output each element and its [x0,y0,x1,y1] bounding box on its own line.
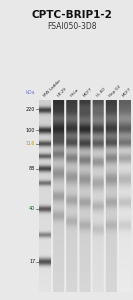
Text: MCF7: MCF7 [82,87,93,98]
Text: HeLa: HeLa [69,87,79,98]
Text: 116: 116 [26,141,35,146]
Text: 40: 40 [29,206,35,211]
Text: 220: 220 [26,106,35,112]
Text: kDa: kDa [26,90,35,95]
Text: Hep G2: Hep G2 [109,84,122,98]
Text: CPTC-BRIP1-2: CPTC-BRIP1-2 [31,10,112,20]
Text: MW Ladder: MW Ladder [43,78,62,98]
Text: 17: 17 [29,259,35,264]
Text: HT-29: HT-29 [56,86,67,98]
Text: 88: 88 [29,166,35,171]
Text: HL-60: HL-60 [95,86,107,98]
Text: FSAI050-3D8: FSAI050-3D8 [47,22,97,31]
Text: 100: 100 [26,128,35,133]
Text: MCF7: MCF7 [122,87,132,98]
